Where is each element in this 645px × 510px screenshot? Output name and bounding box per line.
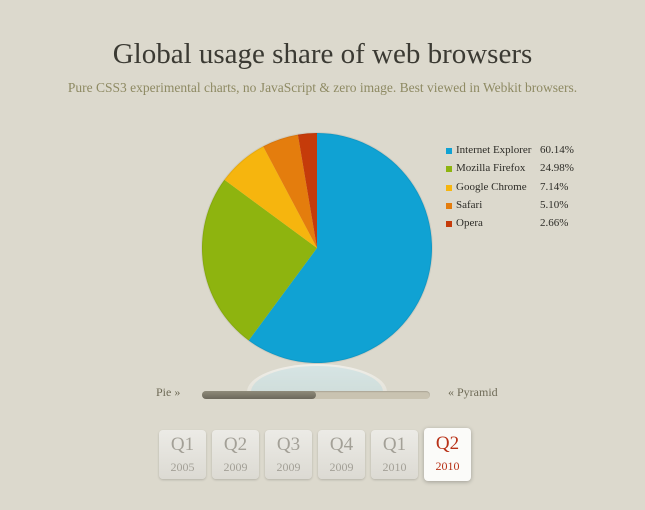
pie-slice <box>224 146 317 248</box>
legend-swatch <box>446 202 452 209</box>
period-tab[interactable]: Q3 2009 <box>265 430 312 479</box>
tab-year: 2005 <box>170 460 195 474</box>
legend-value: 24.98% <box>540 162 574 175</box>
legend-value: 5.10% <box>540 198 569 211</box>
legend-label: Internet Explorer <box>456 144 532 156</box>
legend-value: 60.14% <box>540 144 574 156</box>
legend-value: 2.66% <box>540 217 569 230</box>
pie-outline <box>201 132 433 364</box>
legend-swatch <box>446 148 452 154</box>
period-tab[interactable]: Q1 2005 <box>159 430 206 479</box>
period-tab[interactable]: Q2 2010 <box>424 428 471 481</box>
pie-slice <box>263 134 317 248</box>
legend-label: Mozilla Firefox <box>456 162 526 175</box>
pie-slice <box>248 133 433 363</box>
legend-label: Opera <box>456 217 483 230</box>
pie-slice <box>297 133 317 248</box>
tab-quarter: Q1 <box>170 434 195 455</box>
slider-pie-label[interactable]: Pie » <box>156 385 181 399</box>
pie-slice <box>201 179 317 341</box>
period-tab[interactable]: Q2 2009 <box>212 430 259 479</box>
period-tab[interactable]: Q1 2010 <box>371 430 418 479</box>
legend-label: Safari <box>456 198 483 211</box>
tab-year: 2009 <box>276 460 301 474</box>
tab-quarter: Q2 <box>223 434 248 455</box>
legend-value: 7.14% <box>540 180 569 193</box>
tab-year: 2009 <box>223 460 248 474</box>
tab-quarter: Q2 <box>435 433 460 454</box>
legend-swatch <box>446 166 452 173</box>
legend-label: Google Chrome <box>456 180 527 193</box>
tab-quarter: Q3 <box>276 434 301 455</box>
pie-reflection <box>247 364 387 391</box>
pie-reflection-tint <box>251 366 383 391</box>
tab-year: 2009 <box>329 460 354 474</box>
tab-year: 2010 <box>435 459 460 473</box>
tab-quarter: Q4 <box>329 434 354 455</box>
tab-quarter: Q1 <box>382 434 407 455</box>
tab-year: 2010 <box>382 460 407 474</box>
legend-swatch <box>446 184 452 191</box>
period-tab[interactable]: Q4 2009 <box>318 430 365 479</box>
chart-title: Global usage share of web browsers <box>112 38 533 70</box>
slider-pyramid-label[interactable]: « Pyramid <box>448 385 498 399</box>
legend-swatch <box>446 221 452 228</box>
chart-subtitle: Pure CSS3 experimental charts, no JavaSc… <box>67 80 578 95</box>
chart-type-slider[interactable] <box>202 391 430 399</box>
slider-fill[interactable] <box>202 391 316 399</box>
